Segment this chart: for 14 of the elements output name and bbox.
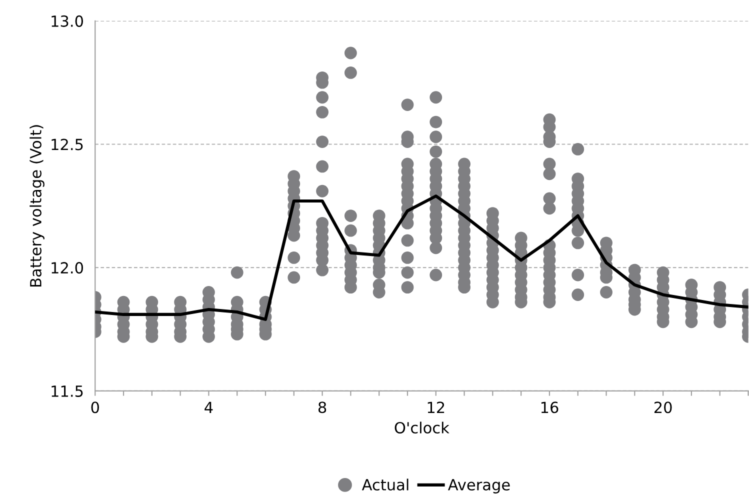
- x-tick-label: 8: [318, 402, 326, 414]
- x-tick-label: 12: [428, 402, 444, 413]
- legend-label: Average: [448, 479, 510, 494]
- x-tick-label: 0: [91, 402, 99, 414]
- y-tick-label: 12.0: [52, 262, 83, 274]
- x-axis-title: O'clock: [394, 422, 450, 434]
- y-tick-label: 12.5: [52, 138, 83, 150]
- y-tick-label: 11.5: [52, 386, 83, 397]
- y-axis-title: Battery voltage (Volt): [30, 125, 44, 286]
- legend-label: Actual: [362, 478, 408, 491]
- x-tick-label: 16: [541, 402, 558, 414]
- y-tick-label: 13.0: [52, 15, 83, 27]
- x-tick-label: 4: [204, 402, 213, 413]
- x-tick-label: 20: [654, 402, 672, 414]
